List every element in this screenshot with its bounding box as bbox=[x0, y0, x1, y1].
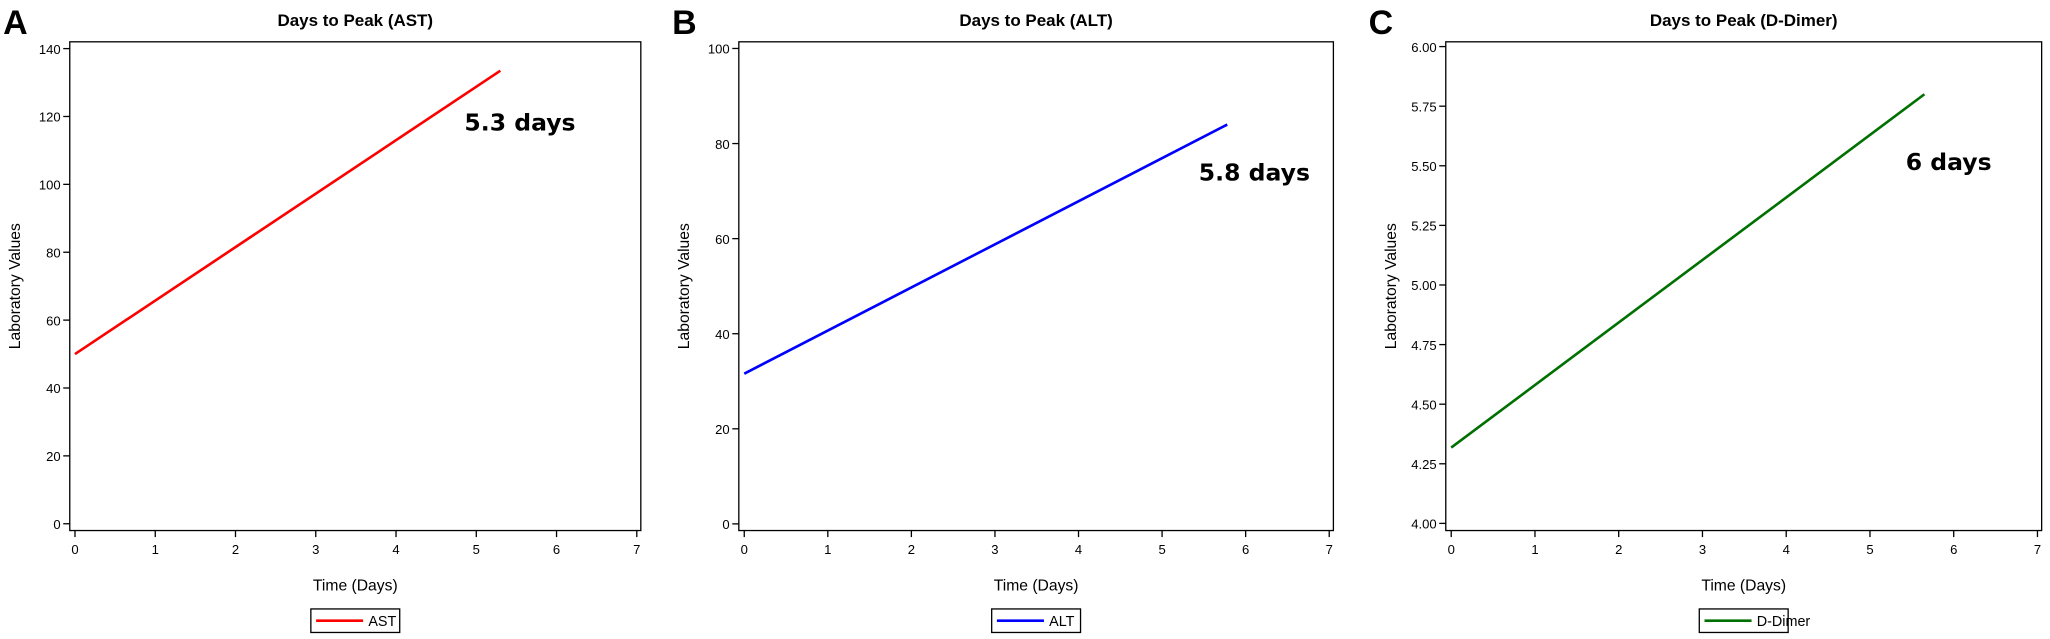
y-tick-label: 4.00 bbox=[1411, 517, 1436, 532]
plot-frame bbox=[738, 41, 1335, 532]
x-tick-label: 7 bbox=[633, 542, 640, 557]
x-tick-label: 0 bbox=[741, 542, 748, 557]
x-tick-label: 6 bbox=[553, 542, 560, 557]
x-tick-label: 5 bbox=[473, 542, 480, 557]
x-tick-label: 3 bbox=[991, 542, 998, 557]
plot-frame bbox=[1445, 41, 2043, 532]
y-axis-label: Laboratory Values bbox=[1383, 223, 1400, 349]
panel-label: A bbox=[3, 4, 28, 42]
x-tick-label: 0 bbox=[71, 542, 78, 557]
x-tick-label: 4 bbox=[1075, 542, 1082, 557]
y-tick-label: 60 bbox=[46, 313, 61, 328]
x-tick-label: 5 bbox=[1866, 542, 1873, 557]
x-tick-label: 1 bbox=[1531, 542, 1538, 557]
annotation: 5.3 days bbox=[464, 109, 575, 137]
panel-label: C bbox=[1369, 4, 1394, 42]
y-tick-label: 140 bbox=[39, 42, 61, 57]
x-tick-label: 6 bbox=[1950, 542, 1957, 557]
y-tick-label: 4.50 bbox=[1411, 397, 1436, 412]
y-tick-label: 80 bbox=[46, 245, 61, 260]
chart-title: Days to Peak (AST) bbox=[277, 11, 433, 30]
annotation: 6 days bbox=[1906, 148, 1992, 176]
x-tick-label: 0 bbox=[1448, 542, 1455, 557]
y-tick-label: 40 bbox=[715, 327, 730, 342]
x-tick-label: 1 bbox=[152, 542, 159, 557]
x-tick-label: 2 bbox=[232, 542, 239, 557]
x-tick-label: 4 bbox=[1783, 542, 1790, 557]
plot-frame bbox=[69, 41, 642, 532]
panel-label: B bbox=[672, 4, 697, 42]
y-tick-label: 100 bbox=[39, 178, 61, 193]
x-tick-label: 4 bbox=[392, 542, 399, 557]
data-line bbox=[743, 123, 1228, 375]
y-tick-label: 4.75 bbox=[1411, 338, 1436, 353]
y-tick-label: 0 bbox=[53, 517, 60, 532]
data-line bbox=[1450, 93, 1926, 449]
legend-label: D-Dimer bbox=[1757, 614, 1811, 630]
chart-title: Days to Peak (D-Dimer) bbox=[1650, 11, 1838, 30]
y-tick-label: 120 bbox=[39, 110, 61, 125]
y-tick-label: 5.50 bbox=[1411, 159, 1436, 174]
y-tick-label: 40 bbox=[46, 381, 61, 396]
legend-label: ALT bbox=[1049, 614, 1074, 630]
x-axis-label: Time (Days) bbox=[994, 578, 1079, 595]
y-tick-label: 20 bbox=[715, 422, 730, 437]
chart-title: Days to Peak (ALT) bbox=[959, 11, 1112, 30]
x-tick-label: 2 bbox=[908, 542, 915, 557]
y-tick-label: 4.25 bbox=[1411, 457, 1436, 472]
y-tick-label: 80 bbox=[715, 137, 730, 152]
y-axis-label: Laboratory Values bbox=[7, 223, 24, 349]
x-tick-label: 1 bbox=[824, 542, 831, 557]
y-tick-label: 20 bbox=[46, 449, 61, 464]
y-tick-label: 5.75 bbox=[1411, 99, 1436, 114]
y-tick-label: 0 bbox=[722, 517, 729, 532]
y-axis-label: Laboratory Values bbox=[676, 223, 693, 349]
x-tick-label: 3 bbox=[1699, 542, 1706, 557]
x-tick-label: 7 bbox=[1326, 542, 1333, 557]
x-tick-label: 2 bbox=[1615, 542, 1622, 557]
annotation: 5.8 days bbox=[1199, 158, 1310, 186]
x-tick-label: 6 bbox=[1242, 542, 1249, 557]
y-tick-label: 5.25 bbox=[1411, 219, 1436, 234]
legend-label: AST bbox=[368, 614, 396, 630]
y-tick-label: 100 bbox=[708, 42, 730, 57]
x-axis-label: Time (Days) bbox=[313, 578, 398, 595]
y-tick-label: 60 bbox=[715, 232, 730, 247]
y-tick-label: 6.00 bbox=[1411, 40, 1436, 55]
x-axis-label: Time (Days) bbox=[1701, 578, 1786, 595]
x-tick-label: 5 bbox=[1158, 542, 1165, 557]
x-tick-label: 7 bbox=[2034, 542, 2041, 557]
x-tick-label: 3 bbox=[312, 542, 319, 557]
y-tick-label: 5.00 bbox=[1411, 278, 1436, 293]
data-line bbox=[74, 69, 502, 356]
